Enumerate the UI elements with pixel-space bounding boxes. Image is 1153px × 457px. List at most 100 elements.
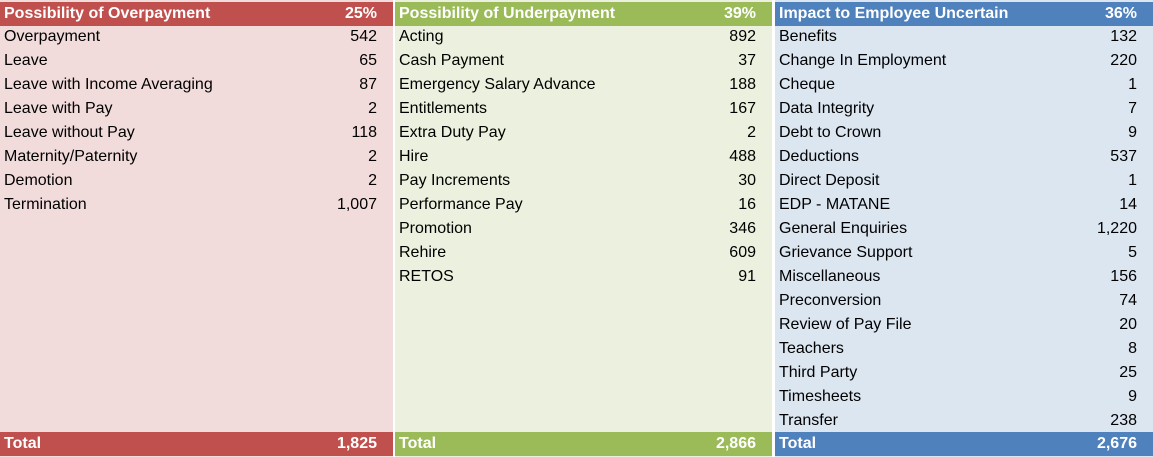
table-row: Grievance Support 5 (775, 241, 1153, 265)
row-label: Overpayment (4, 28, 101, 45)
total-label: Total (4, 435, 42, 452)
row-label: Transfer (779, 412, 838, 429)
total-label: Total (779, 435, 817, 452)
row-label: Maternity/Paternity (4, 148, 138, 165)
row-label: Data Integrity (779, 100, 875, 117)
table-row: Miscellaneous 156 (775, 265, 1153, 289)
table-row: Emergency Salary Advance 188 (395, 73, 772, 97)
row-value: 1 (1128, 172, 1137, 189)
row-value: 156 (1110, 268, 1137, 285)
row-label: Timesheets (779, 388, 862, 405)
row-value: 892 (729, 28, 756, 45)
table-row: Deductions 537 (775, 145, 1153, 169)
uncertain-impact-header: Impact to Employee Uncertain 36% (775, 2, 1153, 26)
panel-percent: 25% (344, 5, 377, 22)
table-row: Change In Employment 220 (775, 49, 1153, 73)
row-label: EDP - MATANE (779, 196, 891, 213)
table-row: Leave 65 (0, 49, 393, 73)
panel-title: Impact to Employee Uncertain (779, 5, 1009, 22)
row-label: Preconversion (779, 292, 882, 309)
underpayment-header: Possibility of Underpayment 39% (395, 2, 772, 26)
table-row: Data Integrity 7 (775, 97, 1153, 121)
table-row: Hire 488 (395, 145, 772, 169)
table-row: Third Party 25 (775, 361, 1153, 385)
table-row: Preconversion 74 (775, 289, 1153, 313)
row-label: Entitlements (399, 100, 488, 117)
row-value: 14 (1119, 196, 1137, 213)
table-row: Pay Increments 30 (395, 169, 772, 193)
table-row: Promotion 346 (395, 217, 772, 241)
row-value: 488 (729, 148, 756, 165)
row-value: 65 (359, 52, 377, 69)
row-value: 37 (738, 52, 756, 69)
row-label: Extra Duty Pay (399, 124, 506, 141)
row-label: Promotion (399, 220, 472, 237)
row-label: Termination (4, 196, 87, 213)
row-value: 537 (1110, 148, 1137, 165)
row-value: 9 (1128, 388, 1137, 405)
row-value: 167 (729, 100, 756, 117)
row-label: Cheque (779, 76, 836, 93)
table-row: Leave with Pay 2 (0, 97, 393, 121)
row-value: 74 (1119, 292, 1137, 309)
table-row: Transfer 238 (775, 409, 1153, 433)
table-row: EDP - MATANE 14 (775, 193, 1153, 217)
row-value: 25 (1119, 364, 1137, 381)
overpayment-panel: Possibility of Overpayment 25% Overpayme… (0, 0, 393, 457)
row-value: 238 (1110, 412, 1137, 429)
table-row: Overpayment 542 (0, 25, 393, 49)
row-value: 9 (1128, 124, 1137, 141)
row-label: General Enquiries (779, 220, 908, 237)
table-row: Acting 892 (395, 25, 772, 49)
row-value: 30 (738, 172, 756, 189)
row-value: 8 (1128, 340, 1137, 357)
row-value: 346 (729, 220, 756, 237)
overpayment-rows: Overpayment 542 Leave 65 Leave with Income… (0, 25, 393, 217)
row-value: 118 (351, 124, 377, 141)
row-value: 1,220 (1096, 220, 1137, 237)
overpayment-total-row: Total 1,825 (0, 432, 393, 456)
row-label: Demotion (4, 172, 73, 189)
row-label: Pay Increments (399, 172, 511, 189)
row-value: 542 (350, 28, 377, 45)
row-value: 2 (368, 100, 377, 117)
total-label: Total (399, 435, 437, 452)
row-value: 1 (1128, 76, 1137, 93)
row-value: 16 (738, 196, 756, 213)
row-value: 188 (729, 76, 756, 93)
uncertain-impact-rows: Benefits 132 Change In Employment 220 Cheq… (775, 25, 1153, 433)
table-row: Extra Duty Pay 2 (395, 121, 772, 145)
total-value: 1,825 (336, 435, 377, 452)
table-row: Performance Pay 16 (395, 193, 772, 217)
row-label: Third Party (779, 364, 858, 381)
row-value: 87 (359, 76, 377, 93)
row-value: 609 (729, 244, 756, 261)
row-value: 1,007 (336, 196, 377, 213)
row-value: 132 (1110, 28, 1137, 45)
row-value: 2 (368, 172, 377, 189)
table-row: Teachers 8 (775, 337, 1153, 361)
table-row: Leave without Pay 118 (0, 121, 393, 145)
row-label: Cash Payment (399, 52, 504, 69)
underpayment-total-row: Total 2,866 (395, 432, 772, 456)
total-value: 2,676 (1096, 435, 1137, 452)
underpayment-panel: Possibility of Underpayment 39% Acting 89… (395, 0, 772, 457)
row-label: RETOS (399, 268, 454, 285)
row-value: 7 (1128, 100, 1137, 117)
row-label: Performance Pay (399, 196, 523, 213)
row-value: 5 (1128, 244, 1137, 261)
uncertain-impact-panel: Impact to Employee Uncertain 36% Benefit… (775, 0, 1153, 457)
row-label: Deductions (779, 148, 860, 165)
row-label: Hire (399, 148, 429, 165)
panel-title: Possibility of Underpayment (399, 5, 616, 22)
table-row: Termination 1,007 (0, 193, 393, 217)
row-value: 220 (1110, 52, 1137, 69)
row-label: Leave without Pay (4, 124, 135, 141)
row-value: 20 (1119, 316, 1137, 333)
row-label: Leave with Pay (4, 100, 113, 117)
table-row: Maternity/Paternity 2 (0, 145, 393, 169)
table-row: Rehire 609 (395, 241, 772, 265)
row-label: Benefits (779, 28, 837, 45)
row-label: Leave with Income Averaging (4, 76, 213, 93)
